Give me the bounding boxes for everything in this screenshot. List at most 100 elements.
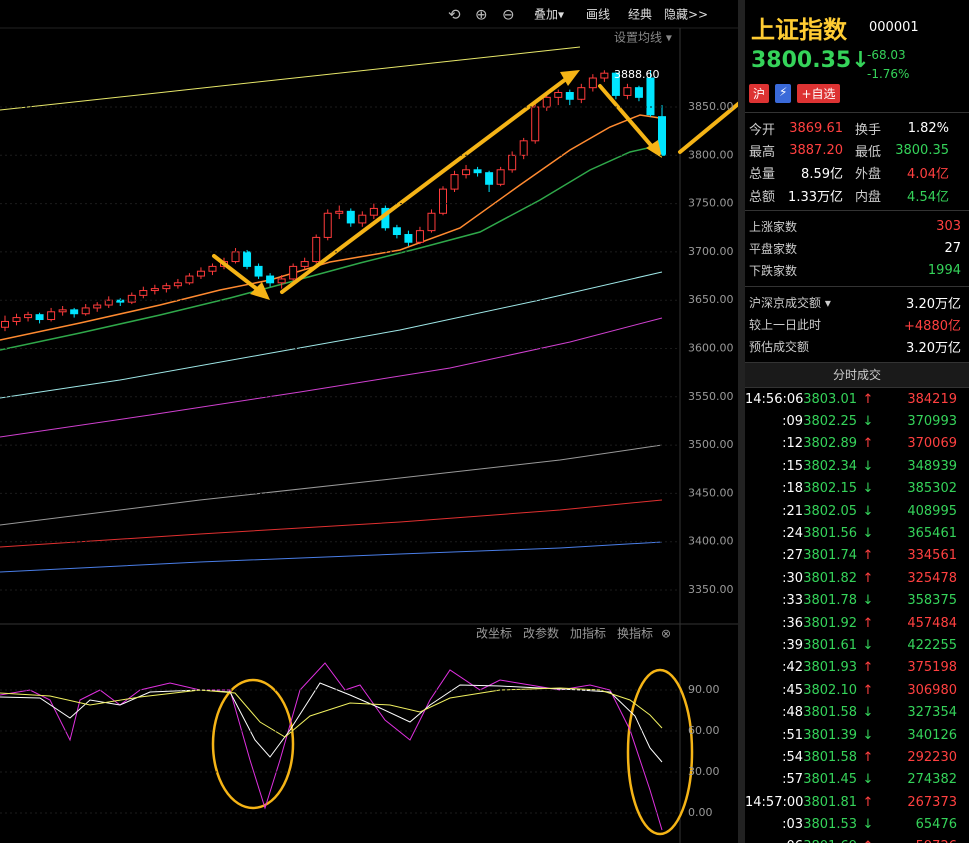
stat-value: 1994 (927, 263, 961, 279)
trade-volume: 370069 (907, 436, 957, 452)
highlight-circle (626, 668, 694, 836)
tool-item[interactable]: 画线 (586, 8, 610, 22)
trade-arrow: ↓ (862, 772, 874, 788)
indicator-toolbar: 改坐标 改参数 加指标 换指标 ⊗ (476, 626, 671, 641)
ma-line (0, 499, 663, 548)
tool-icon[interactable]: ⊖ (502, 6, 515, 24)
trade-volume: 274382 (907, 772, 957, 788)
candle-body (12, 317, 21, 322)
badge[interactable]: +自选 (797, 84, 840, 103)
candle-body (243, 251, 252, 267)
candle-body (162, 285, 171, 290)
candle-body (600, 72, 609, 79)
stat-row: 总额 1.33万亿 内盘 4.54亿 (745, 184, 969, 206)
indicator-close[interactable]: ⊗ (661, 627, 671, 641)
price-tick-label: 3550.00 (688, 390, 734, 403)
badge[interactable]: 沪 (749, 84, 770, 103)
trade-volume: 59726 (879, 839, 957, 843)
indicator-tool[interactable]: 换指标 (617, 626, 653, 641)
candle-body (473, 169, 482, 174)
trade-volume: 384219 (907, 391, 957, 407)
arrowheads (250, 70, 662, 300)
trade-arrow: ↑ (862, 570, 874, 586)
change-pct: -1.76% (867, 67, 910, 81)
candle-body (58, 309, 67, 313)
arrow (212, 254, 264, 295)
tool-item[interactable]: 经典 (628, 8, 652, 22)
ma-settings[interactable]: 设置均线 ▾ (614, 31, 672, 45)
stat-label: 总额 (749, 189, 776, 205)
price-tick-label: 3700.00 (688, 245, 734, 258)
trade-volume: 306980 (907, 682, 957, 698)
tool-icon[interactable]: ⊕ (475, 6, 488, 24)
tool-item[interactable]: 叠加▾ (534, 8, 564, 22)
candle-body (139, 290, 148, 296)
ma-line (0, 114, 661, 341)
trade-row: :39 3801.61 ↓ 422255 (745, 634, 969, 656)
tool-item[interactable]: 隐藏>> (664, 8, 708, 22)
stat-label: 内盘 (855, 189, 882, 205)
highlight-circle (211, 678, 295, 810)
candle-body (323, 212, 332, 238)
trade-price: 3802.25 (803, 414, 857, 430)
price: 3800.35 (751, 48, 852, 73)
candle-body (346, 210, 355, 224)
trade-price: 3802.15 (803, 481, 857, 497)
candle-body (277, 278, 286, 284)
trade-row: :03 3801.53 ↓ 65476 (745, 813, 969, 835)
trade-arrow: ↓ (862, 481, 874, 497)
candle-body (415, 230, 424, 243)
trade-arrow: ↓ (862, 637, 874, 653)
indicator-tool[interactable]: 改参数 (523, 626, 559, 641)
trade-arrow: ↑ (862, 548, 874, 564)
trade-time: :09 (782, 414, 803, 430)
trade-time: :51 (782, 727, 803, 743)
trade-time: :15 (782, 458, 803, 474)
indicator-tool[interactable]: 加指标 (570, 626, 606, 641)
stat-row: 今开 3869.61 换手 1.82% (745, 117, 969, 139)
trade-arrow: ↓ (862, 503, 874, 519)
trade-arrow: ↑ (857, 839, 879, 843)
trade-time: :03 (782, 817, 803, 833)
trade-time: :48 (782, 705, 803, 721)
stat-value: 3.20万亿 (906, 296, 961, 312)
price-tick-label: 3750.00 (688, 197, 734, 210)
stat-label: 今开 (749, 122, 776, 138)
trade-volume: 292230 (907, 749, 957, 765)
trade-row: :51 3801.39 ↓ 340126 (745, 724, 969, 746)
trade-arrow: ↑ (862, 682, 874, 698)
stock-code: 000001 (869, 20, 919, 35)
trade-row: :45 3802.10 ↑ 306980 (745, 679, 969, 701)
candle-body (1, 320, 9, 328)
trade-time: :57 (782, 772, 803, 788)
candle-body (231, 251, 240, 263)
trade-time: 14:56:06 (745, 391, 804, 407)
annotations (211, 74, 738, 836)
indicator-tool[interactable]: 改坐标 (476, 627, 512, 641)
splitter[interactable] (738, 0, 745, 843)
trade-arrow: ↑ (862, 615, 874, 631)
trade-price: 3802.05 (803, 503, 857, 519)
trade-price: 3802.10 (803, 682, 857, 698)
trade-price: 3801.81 (803, 794, 857, 810)
candle-body (634, 87, 643, 98)
high-label: 3888.60 (614, 68, 660, 81)
trade-row: :18 3802.15 ↓ 385302 (745, 478, 969, 500)
candle-body (439, 188, 447, 214)
candle-body (300, 261, 309, 267)
trade-volume: 375198 (907, 660, 957, 676)
ma-line (0, 317, 663, 438)
badge[interactable]: ⚡ (775, 84, 792, 103)
last-price: 3800.35↓ (751, 48, 870, 73)
tool-icon[interactable]: ⟲ (448, 6, 461, 24)
ma-line (0, 271, 663, 399)
stat-value: 3869.61 (789, 120, 843, 136)
stat-row: 较上一日此时 +4880亿 (745, 313, 969, 335)
stat-row: 预估成交额 3.20万亿 (745, 336, 969, 358)
stat-row: 上涨家数 303 (745, 215, 969, 237)
trade-time: :39 (782, 637, 803, 653)
stat-label: 上涨家数 (749, 219, 798, 234)
trade-arrow: ↓ (862, 705, 874, 721)
arrow (678, 101, 738, 154)
stat-value: 303 (936, 218, 961, 234)
